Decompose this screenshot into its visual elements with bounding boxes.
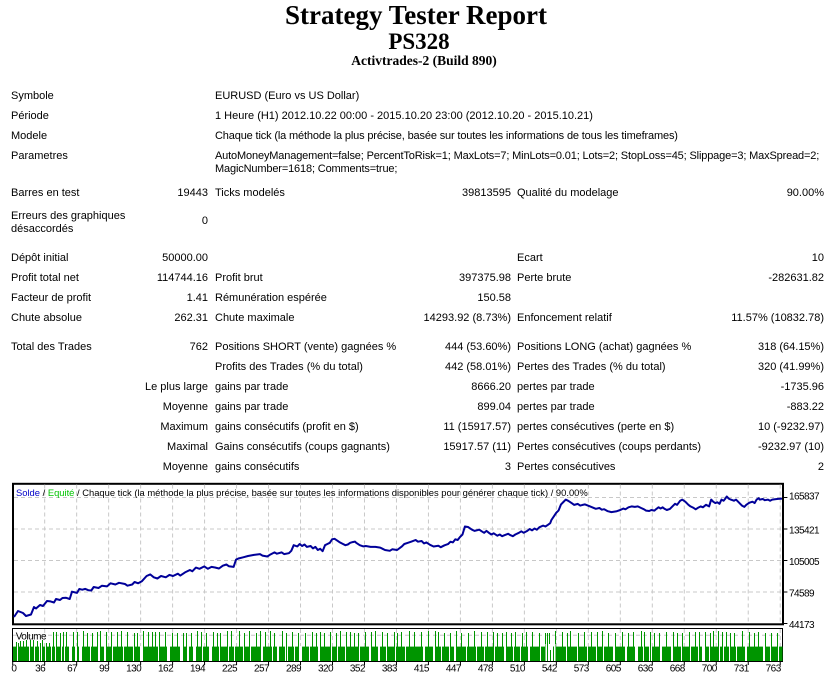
svg-text:44173: 44173 — [789, 620, 815, 631]
svg-text:0: 0 — [11, 663, 17, 674]
svg-text:135421: 135421 — [789, 526, 820, 537]
svg-text:320: 320 — [318, 663, 334, 674]
svg-text:415: 415 — [414, 663, 430, 674]
svg-text:605: 605 — [606, 663, 622, 674]
svg-text:74589: 74589 — [789, 589, 815, 600]
svg-text:668: 668 — [670, 663, 686, 674]
svg-text:105005: 105005 — [789, 557, 820, 568]
svg-text:763: 763 — [766, 663, 782, 674]
svg-text:162: 162 — [158, 663, 174, 674]
svg-text:700: 700 — [702, 663, 718, 674]
svg-text:194: 194 — [190, 663, 206, 674]
svg-text:636: 636 — [638, 663, 654, 674]
svg-text:Volume: Volume — [16, 632, 47, 643]
svg-text:447: 447 — [446, 663, 462, 674]
svg-text:Solde / Equité / Chaque tick (: Solde / Equité / Chaque tick (la méthode… — [16, 487, 588, 498]
svg-text:67: 67 — [67, 663, 78, 674]
svg-text:225: 225 — [222, 663, 238, 674]
svg-text:36: 36 — [35, 663, 46, 674]
svg-text:731: 731 — [734, 663, 750, 674]
svg-text:257: 257 — [254, 663, 270, 674]
svg-text:510: 510 — [510, 663, 526, 674]
svg-text:165837: 165837 — [789, 492, 820, 503]
svg-text:99: 99 — [99, 663, 110, 674]
svg-text:383: 383 — [382, 663, 398, 674]
svg-text:289: 289 — [286, 663, 302, 674]
svg-text:542: 542 — [542, 663, 558, 674]
svg-text:130: 130 — [126, 663, 142, 674]
svg-text:573: 573 — [574, 663, 590, 674]
svg-text:352: 352 — [350, 663, 366, 674]
svg-text:478: 478 — [478, 663, 494, 674]
